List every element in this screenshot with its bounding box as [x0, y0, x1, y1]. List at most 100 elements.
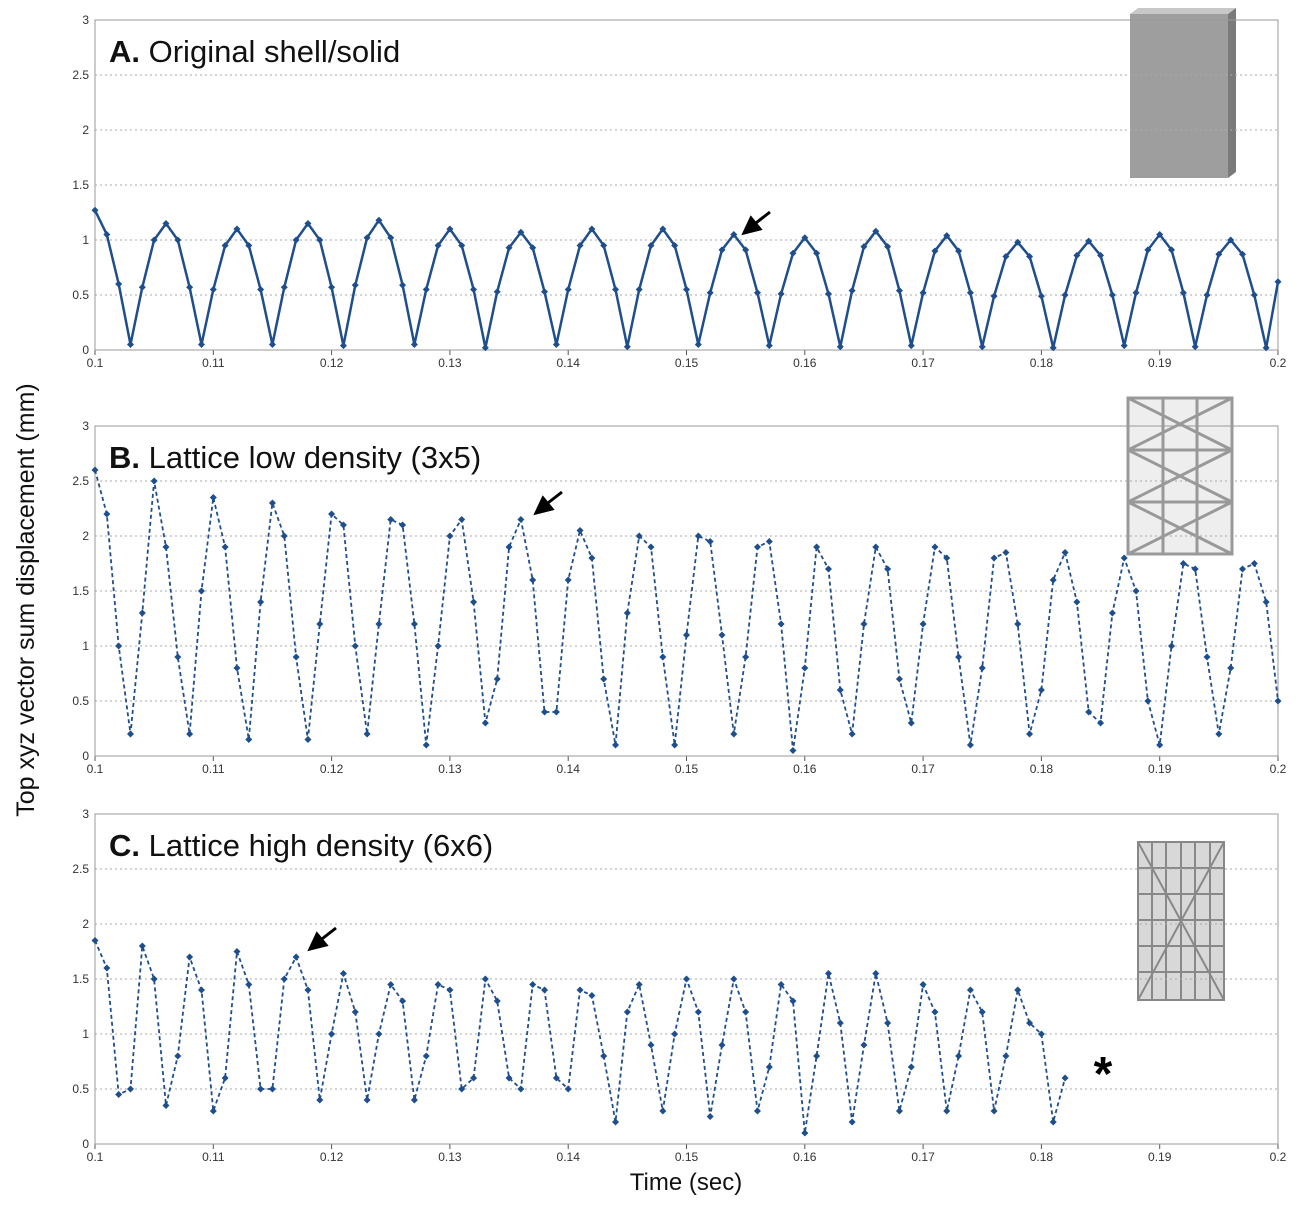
x-tick-label: 0.13: [438, 356, 462, 370]
data-point: [423, 742, 430, 749]
x-tick-label: 0.14: [557, 1150, 581, 1164]
panel-title: B. Lattice low density (3x5): [109, 440, 481, 475]
data-point: [151, 976, 158, 983]
data-point: [565, 1086, 572, 1093]
data-point: [1038, 293, 1045, 300]
data-point: [233, 665, 240, 672]
x-tick-label: 0.15: [675, 356, 699, 370]
data-point: [115, 281, 122, 288]
data-point: [849, 1119, 856, 1126]
data-point: [931, 1009, 938, 1016]
data-point: [1133, 289, 1140, 296]
data-point: [127, 1086, 134, 1093]
panel-label: B.: [109, 440, 140, 475]
x-tick-label: 0.1: [87, 762, 104, 776]
data-point: [825, 970, 832, 977]
data-point: [920, 981, 927, 988]
data-point: [103, 511, 110, 518]
data-point: [446, 533, 453, 540]
y-tick-label: 3: [82, 13, 89, 27]
data-point: [222, 1075, 229, 1082]
data-point: [683, 632, 690, 639]
data-point: [411, 621, 418, 628]
data-point: [281, 284, 288, 291]
data-point: [825, 290, 832, 297]
data-point: [1002, 549, 1009, 556]
data-point: [837, 1020, 844, 1027]
data-point: [908, 342, 915, 349]
data-point: [671, 1031, 678, 1038]
data-point: [494, 676, 501, 683]
data-point: [328, 1031, 335, 1038]
data-point: [435, 643, 442, 650]
data-point: [1121, 342, 1128, 349]
data-point: [695, 341, 702, 348]
data-point: [1204, 292, 1211, 299]
x-tick-label: 0.17: [911, 762, 935, 776]
data-point: [364, 1097, 371, 1104]
data-point: [648, 1042, 655, 1049]
data-point: [245, 736, 252, 743]
data-point: [766, 342, 773, 349]
data-point: [139, 943, 146, 950]
data-point: [778, 290, 785, 297]
x-tick-label: 0.19: [1148, 1150, 1172, 1164]
data-line: [95, 470, 1278, 751]
data-point: [541, 709, 548, 716]
data-point: [269, 1086, 276, 1093]
data-point: [1109, 610, 1116, 617]
data-point: [991, 293, 998, 300]
data-point: [979, 1009, 986, 1016]
data-point: [375, 1031, 382, 1038]
data-point: [659, 654, 666, 661]
data-point: [328, 284, 335, 291]
data-point: [269, 500, 276, 507]
y-axis-label: Top xyz vector sum displacement (mm): [12, 383, 40, 816]
data-point: [648, 544, 655, 551]
data-point: [174, 654, 181, 661]
data-point: [139, 284, 146, 291]
data-point: [718, 1042, 725, 1049]
data-point: [553, 709, 560, 716]
data-point: [624, 610, 631, 617]
data-point: [399, 998, 406, 1005]
data-point: [1275, 278, 1282, 285]
data-point: [269, 341, 276, 348]
data-point: [707, 289, 714, 296]
data-point: [1014, 621, 1021, 628]
x-tick-label: 0.13: [438, 1150, 462, 1164]
data-point: [1156, 742, 1163, 749]
data-point: [955, 654, 962, 661]
data-point: [742, 654, 749, 661]
data-point: [860, 621, 867, 628]
data-point: [517, 1086, 524, 1093]
data-point: [1038, 687, 1045, 694]
data-point: [979, 343, 986, 350]
data-point: [245, 981, 252, 988]
y-tick-label: 2.5: [72, 862, 89, 876]
data-point: [955, 1053, 962, 1060]
panel-title-text: Original shell/solid: [149, 34, 401, 69]
data-point: [872, 970, 879, 977]
data-point: [813, 1053, 820, 1060]
annotation: *: [1094, 1048, 1113, 1101]
data-point: [801, 1130, 808, 1137]
data-point: [1180, 560, 1187, 567]
data-point: [849, 287, 856, 294]
data-point: [458, 516, 465, 523]
data-point: [340, 970, 347, 977]
data-point: [375, 621, 382, 628]
data-point: [1204, 654, 1211, 661]
data-point: [198, 987, 205, 994]
x-tick-label: 0.2: [1270, 356, 1287, 370]
data-point: [1109, 292, 1116, 299]
x-tick-label: 0.19: [1148, 762, 1172, 776]
data-point: [920, 621, 927, 628]
data-point: [671, 742, 678, 749]
data-point: [470, 599, 477, 606]
data-point: [789, 747, 796, 754]
data-point: [872, 544, 879, 551]
data-point: [837, 687, 844, 694]
x-tick-label: 0.18: [1030, 762, 1054, 776]
data-point: [316, 1097, 323, 1104]
